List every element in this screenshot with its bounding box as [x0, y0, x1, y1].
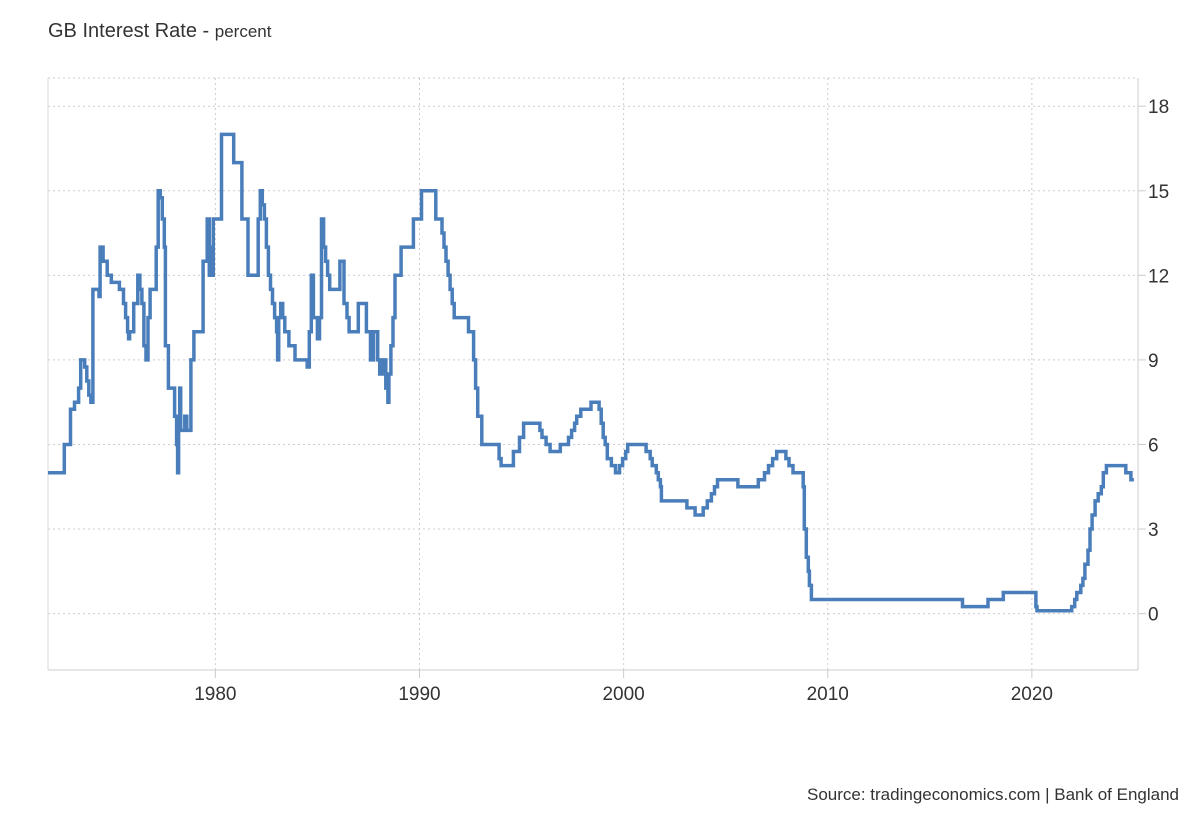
chart-series [48, 132, 1134, 613]
y-tick-label: 3 [1148, 520, 1159, 541]
x-tick-label: 2020 [1011, 684, 1053, 705]
x-tick-label: 2010 [807, 684, 849, 705]
chart-source: Source: tradingeconomics.com | Bank of E… [806, 785, 1179, 804]
x-tick-label: 1990 [398, 684, 440, 705]
chart-ticks: 0 3 6 9 12 15 18 1980 1990 2000 2010 2020 [194, 97, 1169, 705]
y-tick-label: 0 [1148, 605, 1159, 626]
chart-title: GB Interest Rate - percent [48, 20, 272, 42]
y-tick-label: 6 [1148, 435, 1159, 456]
y-tick-label: 18 [1148, 97, 1169, 118]
y-tick-label: 12 [1148, 266, 1169, 287]
chart-grid [48, 77, 1138, 670]
y-tick-label: 15 [1148, 182, 1169, 203]
x-tick-label: 1980 [194, 684, 236, 705]
series-line-0 [48, 132, 1134, 613]
chart-axes [47, 78, 1146, 678]
chart-title-text: GB Interest Rate [48, 20, 197, 42]
chart-unit: percent [214, 22, 272, 41]
y-tick-label: 9 [1148, 351, 1159, 372]
x-tick-label: 2000 [602, 684, 644, 705]
